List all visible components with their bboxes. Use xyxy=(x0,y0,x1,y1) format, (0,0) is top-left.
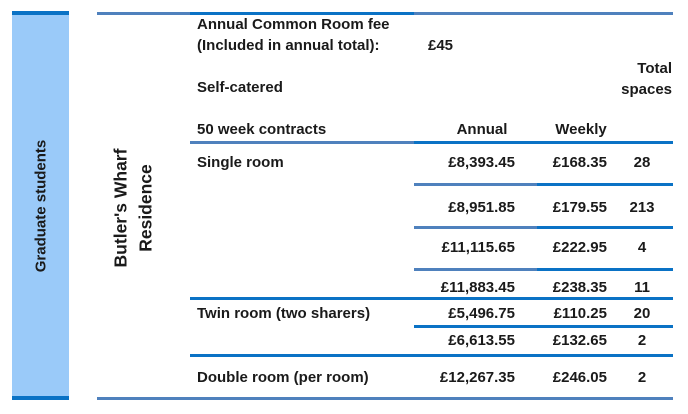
header-underline-left xyxy=(190,141,414,144)
weekly-price: £246.05 xyxy=(552,369,607,386)
total-spaces: 4 xyxy=(637,239,647,256)
table-top-line-middle xyxy=(190,12,414,15)
common-room-fee-label-line2: (Included in annual total): xyxy=(197,37,380,54)
total-spaces: 11 xyxy=(634,279,650,296)
row-separator xyxy=(414,325,673,328)
student-category-label: Graduate students xyxy=(32,139,49,272)
total-spaces: 20 xyxy=(633,305,651,322)
header-underline-right xyxy=(414,141,673,144)
total-spaces: 2 xyxy=(637,332,647,349)
row-separator xyxy=(414,268,537,271)
residence-name-line1: Butler's Wharf xyxy=(110,148,130,268)
contract-length-label: 50 week contracts xyxy=(197,121,327,138)
table-top-line-left xyxy=(97,12,190,15)
weekly-price: £222.95 xyxy=(552,239,607,256)
row-separator xyxy=(537,268,673,271)
catering-type-label: Self-catered xyxy=(197,79,283,96)
column-header-annual: Annual xyxy=(456,121,508,138)
total-spaces-header-line2: spaces xyxy=(621,81,672,98)
student-category-band: Graduate students xyxy=(12,11,69,400)
weekly-price: £179.55 xyxy=(552,199,607,216)
weekly-price: £238.35 xyxy=(552,279,607,296)
common-room-fee-label-line1: Annual Common Room fee xyxy=(197,16,390,33)
weekly-price: £132.65 xyxy=(552,332,607,349)
annual-price: £8,393.45 xyxy=(448,154,515,171)
room-type-label: Double room (per room) xyxy=(197,369,369,386)
section-separator xyxy=(190,297,673,300)
residence-name: Butler's Wharf Residence xyxy=(108,149,158,268)
weekly-price: £168.35 xyxy=(552,154,607,171)
table-bottom-line xyxy=(97,397,673,400)
common-room-fee-value: £45 xyxy=(428,37,454,54)
table-top-line-right xyxy=(414,12,673,15)
room-type-label: Twin room (two sharers) xyxy=(197,305,371,322)
column-header-weekly: Weekly xyxy=(555,121,607,138)
annual-price: £6,613.55 xyxy=(448,332,515,349)
total-spaces: 2 xyxy=(637,369,647,386)
total-spaces: 213 xyxy=(629,199,655,216)
annual-price: £8,951.85 xyxy=(448,199,515,216)
annual-price: £5,496.75 xyxy=(448,305,515,322)
residence-name-block: Butler's Wharf Residence xyxy=(43,118,223,298)
weekly-price: £110.25 xyxy=(553,305,607,322)
residence-name-line2: Residence xyxy=(135,164,155,252)
room-type-label: Single room xyxy=(197,154,284,171)
section-separator xyxy=(190,354,673,357)
row-separator xyxy=(537,183,673,186)
total-spaces-header: Total spaces xyxy=(572,58,672,100)
row-separator xyxy=(414,226,537,229)
row-separator xyxy=(537,226,673,229)
total-spaces: 28 xyxy=(633,154,651,171)
annual-price: £12,267.35 xyxy=(439,369,515,386)
annual-price: £11,883.45 xyxy=(440,279,515,296)
row-separator xyxy=(414,183,537,186)
total-spaces-header-line1: Total xyxy=(637,60,672,77)
annual-price: £11,115.65 xyxy=(441,239,515,256)
